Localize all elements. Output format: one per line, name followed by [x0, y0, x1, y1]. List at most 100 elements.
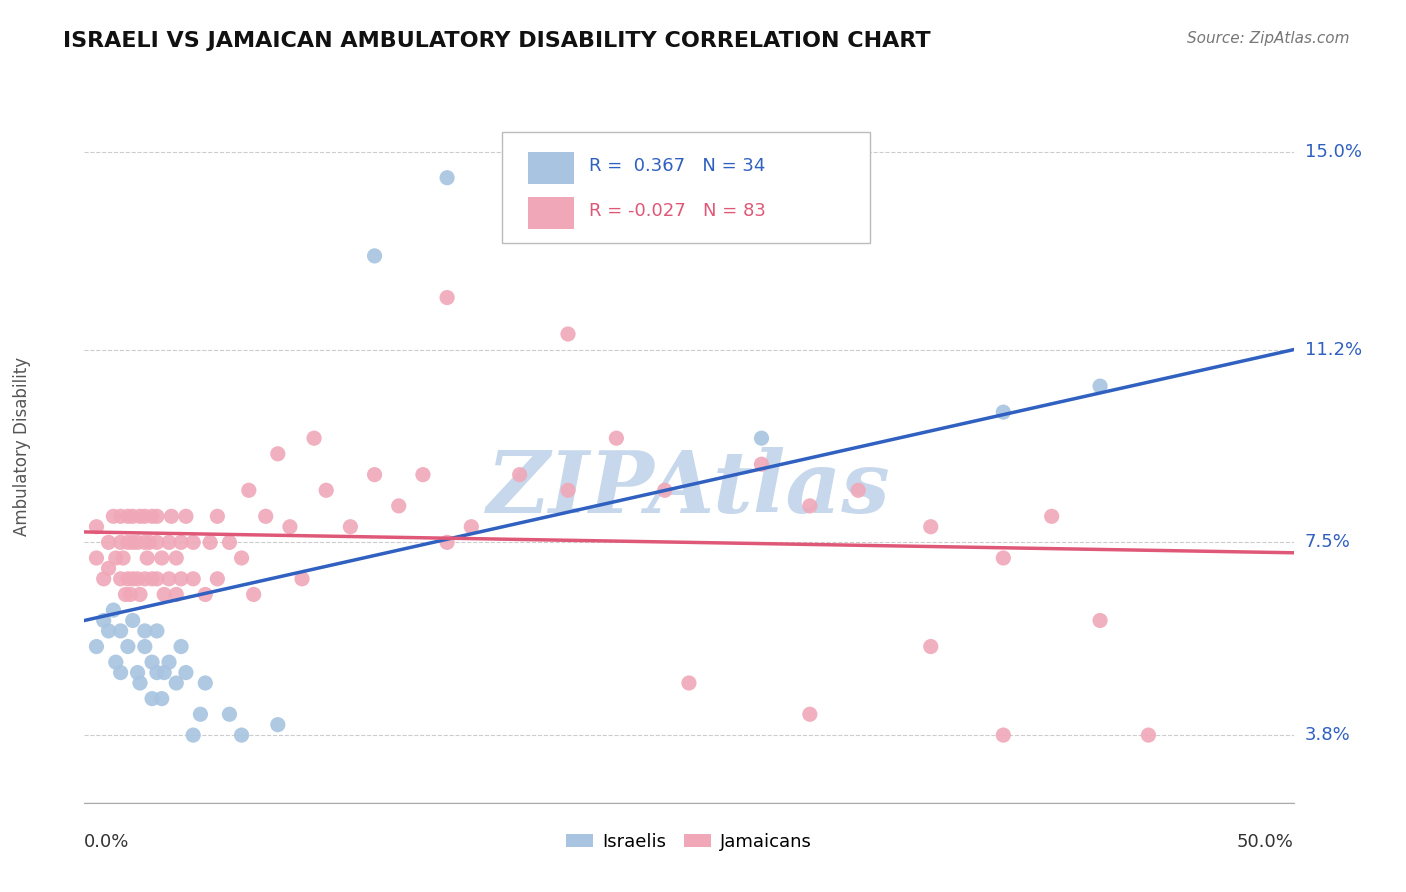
Point — [146, 665, 169, 680]
Point — [302, 431, 325, 445]
Point — [920, 640, 942, 654]
Point — [146, 535, 169, 549]
Point — [117, 535, 139, 549]
Point — [363, 249, 385, 263]
Point — [153, 665, 176, 680]
Point — [920, 520, 942, 534]
Point — [218, 535, 240, 549]
Point — [134, 624, 156, 638]
Point — [557, 483, 579, 498]
Point — [557, 326, 579, 341]
Legend: Israelis, Jamaicans: Israelis, Jamaicans — [558, 826, 820, 858]
Point — [110, 624, 132, 638]
Point — [112, 551, 135, 566]
Point — [117, 572, 139, 586]
FancyBboxPatch shape — [529, 197, 574, 229]
Text: Ambulatory Disability: Ambulatory Disability — [13, 357, 31, 535]
Point — [121, 535, 143, 549]
Point — [1137, 728, 1160, 742]
Point — [86, 520, 108, 534]
Point — [110, 535, 132, 549]
Point — [157, 535, 180, 549]
Point — [751, 431, 773, 445]
Point — [207, 509, 229, 524]
Point — [103, 509, 125, 524]
Point — [605, 431, 627, 445]
Text: 50.0%: 50.0% — [1237, 833, 1294, 851]
Point — [104, 551, 127, 566]
Point — [165, 587, 187, 601]
Point — [117, 509, 139, 524]
Point — [127, 665, 149, 680]
Point — [460, 520, 482, 534]
Point — [86, 551, 108, 566]
Point — [654, 483, 676, 498]
Point — [121, 572, 143, 586]
Point — [278, 520, 301, 534]
Point — [134, 509, 156, 524]
Point — [129, 676, 152, 690]
Point — [267, 717, 290, 731]
Point — [141, 509, 163, 524]
Point — [110, 665, 132, 680]
Text: Source: ZipAtlas.com: Source: ZipAtlas.com — [1187, 31, 1350, 46]
Point — [993, 551, 1015, 566]
Point — [174, 509, 197, 524]
Text: 7.5%: 7.5% — [1305, 533, 1351, 551]
Text: 11.2%: 11.2% — [1305, 341, 1362, 359]
Text: R =  0.367   N = 34: R = 0.367 N = 34 — [589, 157, 765, 175]
Point — [134, 572, 156, 586]
Point — [846, 483, 869, 498]
Point — [993, 728, 1015, 742]
Point — [157, 572, 180, 586]
Point — [242, 587, 264, 601]
Point — [799, 707, 821, 722]
Point — [150, 551, 173, 566]
Point — [231, 728, 253, 742]
Point — [181, 728, 204, 742]
Point — [141, 655, 163, 669]
Point — [170, 535, 193, 549]
Point — [146, 509, 169, 524]
Point — [114, 587, 136, 601]
Point — [127, 535, 149, 549]
FancyBboxPatch shape — [502, 132, 870, 243]
Point — [363, 467, 385, 482]
Point — [218, 707, 240, 722]
Point — [315, 483, 337, 498]
Point — [207, 572, 229, 586]
Point — [146, 572, 169, 586]
Point — [129, 587, 152, 601]
Point — [103, 603, 125, 617]
Point — [170, 572, 193, 586]
Point — [751, 457, 773, 471]
Point — [436, 170, 458, 185]
Point — [254, 509, 277, 524]
Point — [190, 707, 212, 722]
Point — [412, 467, 434, 482]
Point — [436, 291, 458, 305]
Point — [388, 499, 411, 513]
Point — [165, 551, 187, 566]
Text: 0.0%: 0.0% — [84, 833, 129, 851]
Point — [157, 655, 180, 669]
Point — [93, 614, 115, 628]
FancyBboxPatch shape — [529, 152, 574, 184]
Text: ISRAELI VS JAMAICAN AMBULATORY DISABILITY CORRELATION CHART: ISRAELI VS JAMAICAN AMBULATORY DISABILIT… — [63, 31, 931, 51]
Point — [1040, 509, 1063, 524]
Point — [160, 509, 183, 524]
Point — [146, 624, 169, 638]
Point — [129, 509, 152, 524]
Point — [170, 640, 193, 654]
Point — [134, 535, 156, 549]
Text: 3.8%: 3.8% — [1305, 726, 1350, 744]
Point — [436, 535, 458, 549]
Point — [134, 640, 156, 654]
Point — [1088, 379, 1111, 393]
Point — [174, 665, 197, 680]
Point — [198, 535, 221, 549]
Point — [799, 499, 821, 513]
Point — [138, 535, 160, 549]
Point — [181, 572, 204, 586]
Point — [117, 640, 139, 654]
